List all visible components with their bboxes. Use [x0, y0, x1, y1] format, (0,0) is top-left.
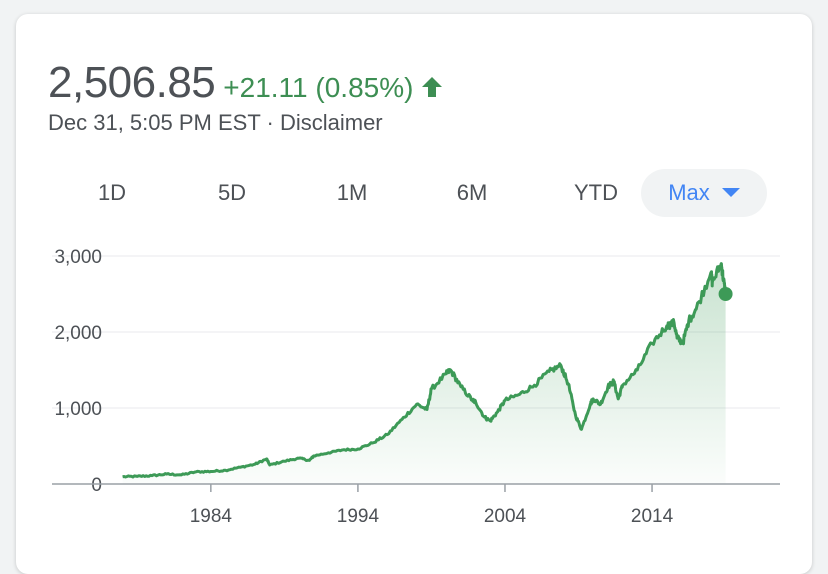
y-tick-label: 3,000 [54, 247, 102, 268]
series-area [122, 263, 726, 484]
x-tick-label: 1984 [190, 506, 233, 527]
quote-timestamp: Dec 31, 5:05 PM EST [48, 110, 261, 135]
x-tick-label: 1994 [337, 506, 380, 527]
y-tick-label: 1,000 [54, 399, 102, 420]
price-change: +21.11 (0.85%) [223, 72, 414, 103]
y-tick-label: 0 [91, 475, 102, 496]
series-line [122, 262, 728, 479]
range-6m-button[interactable]: 6M [440, 169, 504, 217]
caret-down-icon [721, 167, 740, 215]
price-chart: 0 1,000 2,000 3,000 1984 1994 2004 2014 [52, 247, 780, 527]
meta-separator: · [266, 110, 274, 135]
quote-meta: Dec 31, 5:05 PM EST · Disclaimer [48, 110, 383, 136]
x-tick-label: 2004 [484, 506, 527, 527]
range-label: 6M [456, 180, 488, 205]
x-axis: 1984 1994 2004 2014 [190, 484, 674, 527]
range-label: YTD [574, 180, 618, 205]
range-5d-button[interactable]: 5D [200, 169, 264, 217]
last-price-marker[interactable] [718, 287, 733, 301]
range-1d-button[interactable]: 1D [80, 169, 144, 217]
range-label: Max [668, 180, 710, 205]
range-1m-button[interactable]: 1M [320, 169, 384, 217]
disclaimer-link[interactable]: Disclaimer [279, 110, 383, 135]
y-axis: 0 1,000 2,000 3,000 [54, 247, 102, 496]
price-row: 2,506.85 +21.11 (0.85%) [48, 58, 443, 108]
range-label: 5D [217, 180, 247, 205]
current-price: 2,506.85 [48, 58, 216, 107]
y-tick-label: 2,000 [54, 323, 102, 344]
time-range-selector: 1D 5D 1M 6M YTD Max [48, 169, 768, 219]
arrow-up-icon [421, 75, 443, 104]
range-max-button[interactable]: Max [641, 169, 767, 217]
range-label: 1D [97, 180, 127, 205]
range-ytd-button[interactable]: YTD [560, 169, 632, 217]
range-label: 1M [336, 180, 368, 205]
x-tick-label: 2014 [631, 506, 674, 527]
